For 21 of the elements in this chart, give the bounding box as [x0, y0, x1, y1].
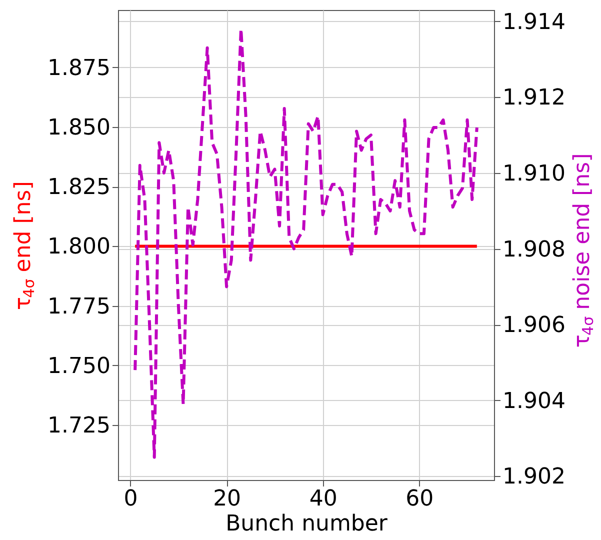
y-axis-title: τ4σ end [ns]: [11, 181, 38, 310]
y-tick-label: 1.775: [48, 294, 110, 320]
y-tick-label: 1.750: [48, 354, 110, 379]
x-tick-label: 0: [124, 486, 138, 512]
y2-tick-label: 1.908: [502, 237, 566, 262]
y2-tick-label: 1.904: [502, 388, 566, 414]
x-tick-label: 40: [309, 486, 338, 512]
y2-tick-label: 1.902: [502, 464, 566, 490]
y2-axis-title: τ4σ noise end [ns]: [570, 153, 597, 348]
y2-tick-label: 1.910: [502, 161, 566, 186]
x-tick-label: 60: [406, 486, 434, 512]
y-tick-label: 1.825: [48, 175, 110, 200]
y-tick-label: 1.875: [48, 56, 110, 81]
y-tick-label: 1.800: [48, 234, 110, 260]
x-tick-label: 20: [213, 486, 242, 512]
y-tick-label: 1.850: [48, 115, 110, 140]
x-axis-title: Bunch number: [226, 512, 388, 536]
y2-tick-label: 1.912: [502, 86, 566, 111]
y2-tick-label: 1.914: [502, 10, 566, 35]
y-tick-label: 1.725: [48, 414, 110, 439]
y2-tick-label: 1.906: [502, 313, 566, 338]
